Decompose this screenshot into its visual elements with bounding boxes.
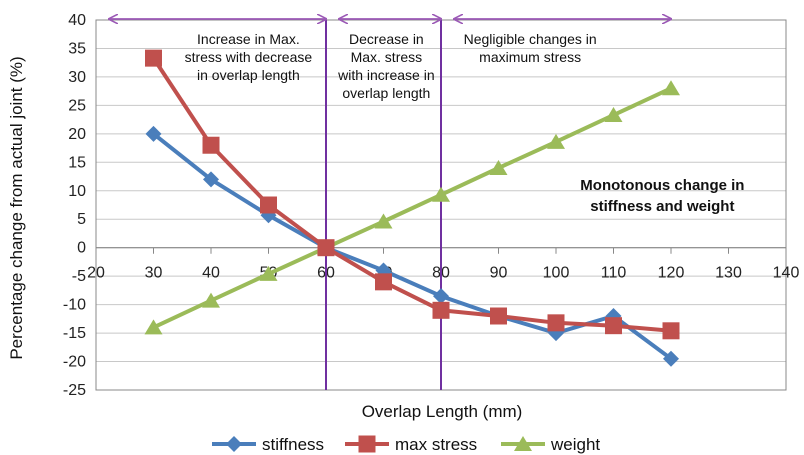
region-label-line: Negligible changes in <box>464 31 597 47</box>
region-label-line: with increase in <box>337 67 435 83</box>
data-point <box>145 125 162 142</box>
x-tick-label: 30 <box>145 265 163 282</box>
y-tick-label: 10 <box>68 183 86 200</box>
y-axis-title: Percentage change from actual joint (%) <box>7 56 26 359</box>
data-point <box>145 49 162 67</box>
legend-label: weight <box>550 435 600 454</box>
x-tick-label: 110 <box>601 265 627 282</box>
x-tick-label: 40 <box>202 265 220 282</box>
region-label-line: stress with decrease <box>185 49 313 65</box>
x-axis-title: Overlap Length (mm) <box>362 402 523 421</box>
y-tick-label: 40 <box>68 12 86 29</box>
y-tick-label: -25 <box>63 382 86 399</box>
region-label-line: overlap length <box>342 85 430 101</box>
axes: 4035302520151050-5-10-15-20-252030405060… <box>63 12 800 399</box>
legend: stiffness max stress weight <box>212 435 600 454</box>
data-point <box>358 435 376 453</box>
y-tick-label: 5 <box>77 211 86 228</box>
region-label-line: in overlap length <box>197 67 300 83</box>
data-point <box>202 292 220 308</box>
data-point <box>514 436 532 451</box>
x-tick-label: 130 <box>715 265 742 282</box>
chart-labels: Percentage change from actual joint (%) … <box>7 56 522 421</box>
data-point <box>317 239 335 257</box>
series-line-weight <box>152 86 672 330</box>
data-point <box>547 314 565 332</box>
region-label-line: maximum stress <box>479 49 581 65</box>
data-point <box>489 160 508 175</box>
series <box>144 49 680 367</box>
region-label-line: Decrease in <box>349 31 424 47</box>
y-tick-label: 30 <box>68 69 86 86</box>
region-label-line: Max. stress <box>351 49 423 65</box>
y-tick-label: -15 <box>63 325 86 342</box>
legend-label: max stress <box>395 435 477 454</box>
legend-label: stiffness <box>262 435 324 454</box>
data-point <box>662 322 680 340</box>
annotation-text: stiffness and weight <box>590 198 734 215</box>
data-point <box>375 273 392 291</box>
data-point <box>490 307 507 325</box>
data-point <box>604 107 623 123</box>
region-label-line: Increase in Max. <box>197 31 300 47</box>
y-tick-label: -5 <box>72 268 86 285</box>
data-point <box>259 265 278 281</box>
data-point <box>432 186 450 202</box>
data-point <box>144 319 163 335</box>
annotation-text: Monotonous change in <box>580 177 744 194</box>
data-point <box>547 133 565 149</box>
y-tick-label: -10 <box>63 297 86 314</box>
data-point <box>432 301 450 319</box>
x-tick-label: 120 <box>658 265 685 282</box>
x-tick-label: 20 <box>87 265 105 282</box>
y-tick-label: 15 <box>68 154 86 171</box>
data-point <box>663 350 679 367</box>
series-line-max-stress <box>151 56 672 333</box>
data-point <box>605 317 622 335</box>
y-tick-label: 0 <box>77 240 86 257</box>
data-point <box>260 196 277 214</box>
data-point <box>226 436 242 452</box>
x-tick-label: 90 <box>490 265 508 282</box>
data-point <box>203 171 219 188</box>
region-annotations: Increase in Max. stress with decrease in o… <box>109 19 744 390</box>
y-tick-label: -20 <box>63 354 86 371</box>
y-tick-label: 25 <box>68 97 86 114</box>
y-tick-label: 20 <box>68 126 86 143</box>
data-point <box>202 136 220 154</box>
data-point <box>374 213 393 229</box>
y-tick-label: 35 <box>68 40 86 57</box>
data-point <box>662 80 680 96</box>
data-point <box>433 288 449 305</box>
x-tick-label: 100 <box>543 265 570 282</box>
x-tick-label: 140 <box>773 265 800 282</box>
